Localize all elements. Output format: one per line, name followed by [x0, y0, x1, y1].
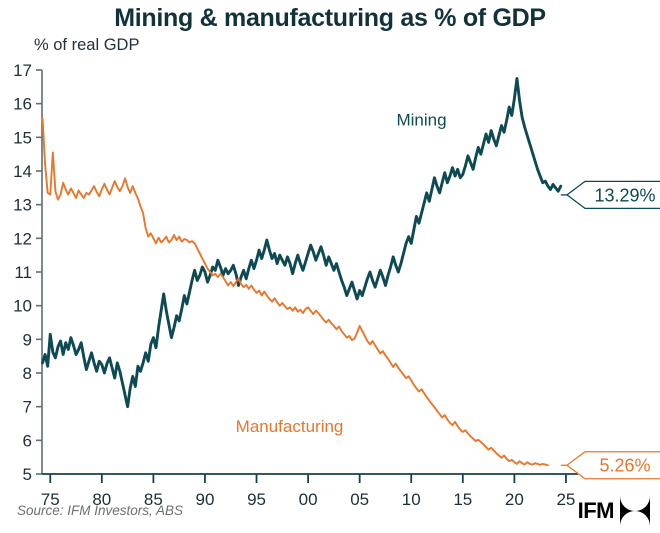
logo-text: IFM	[577, 498, 615, 523]
series-label-manufacturing: Manufacturing	[236, 417, 344, 436]
page-title: Mining & manufacturing as % of GDP	[114, 4, 546, 32]
y-tick-label: 6	[23, 431, 32, 450]
y-axis-unit-label: % of real GDP	[34, 36, 140, 54]
y-tick-label: 10	[13, 297, 32, 316]
x-tick-label: 25	[556, 490, 575, 509]
series-line-manufacturing	[41, 117, 549, 467]
ifm-logo: IFM	[578, 496, 650, 526]
y-tick-label: 13	[13, 196, 32, 215]
y-tick-label: 7	[23, 398, 32, 417]
x-tick-label: 80	[92, 490, 111, 509]
ifm-bowtie-logo-icon	[620, 496, 650, 526]
callout-manufacturing: 5.26%	[560, 451, 660, 480]
x-tick-label: 85	[144, 490, 163, 509]
callout-mining: 13.29%	[560, 180, 660, 210]
callout-value: 5.26%	[599, 456, 650, 476]
x-tick-label: 15	[453, 490, 472, 509]
x-tick-label: 05	[350, 490, 369, 509]
y-tick-label: 16	[13, 95, 32, 114]
x-tick-label: 10	[402, 490, 421, 509]
y-tick-label: 17	[13, 61, 32, 80]
callout-box	[565, 180, 660, 210]
callout-box	[565, 451, 660, 480]
source-note: Source: IFM Investors, ABS	[17, 503, 184, 518]
x-tick-label: 00	[299, 490, 318, 509]
x-tick-label: 95	[247, 490, 266, 509]
callout-value: 13.29%	[594, 185, 655, 205]
x-tick-label: 20	[505, 490, 524, 509]
series-label-mining: Mining	[396, 111, 446, 130]
y-tick-label: 11	[14, 263, 32, 282]
y-tick-label: 12	[13, 229, 32, 248]
y-tick-label: 5	[23, 465, 32, 484]
y-tick-label: 14	[13, 162, 32, 181]
y-tick-label: 8	[23, 364, 32, 383]
y-tick-label: 15	[13, 128, 32, 147]
series-line-mining	[41, 76, 563, 409]
x-tick-label: 75	[41, 490, 60, 509]
y-tick-label: 9	[23, 330, 32, 349]
x-tick-label: 90	[195, 490, 214, 509]
